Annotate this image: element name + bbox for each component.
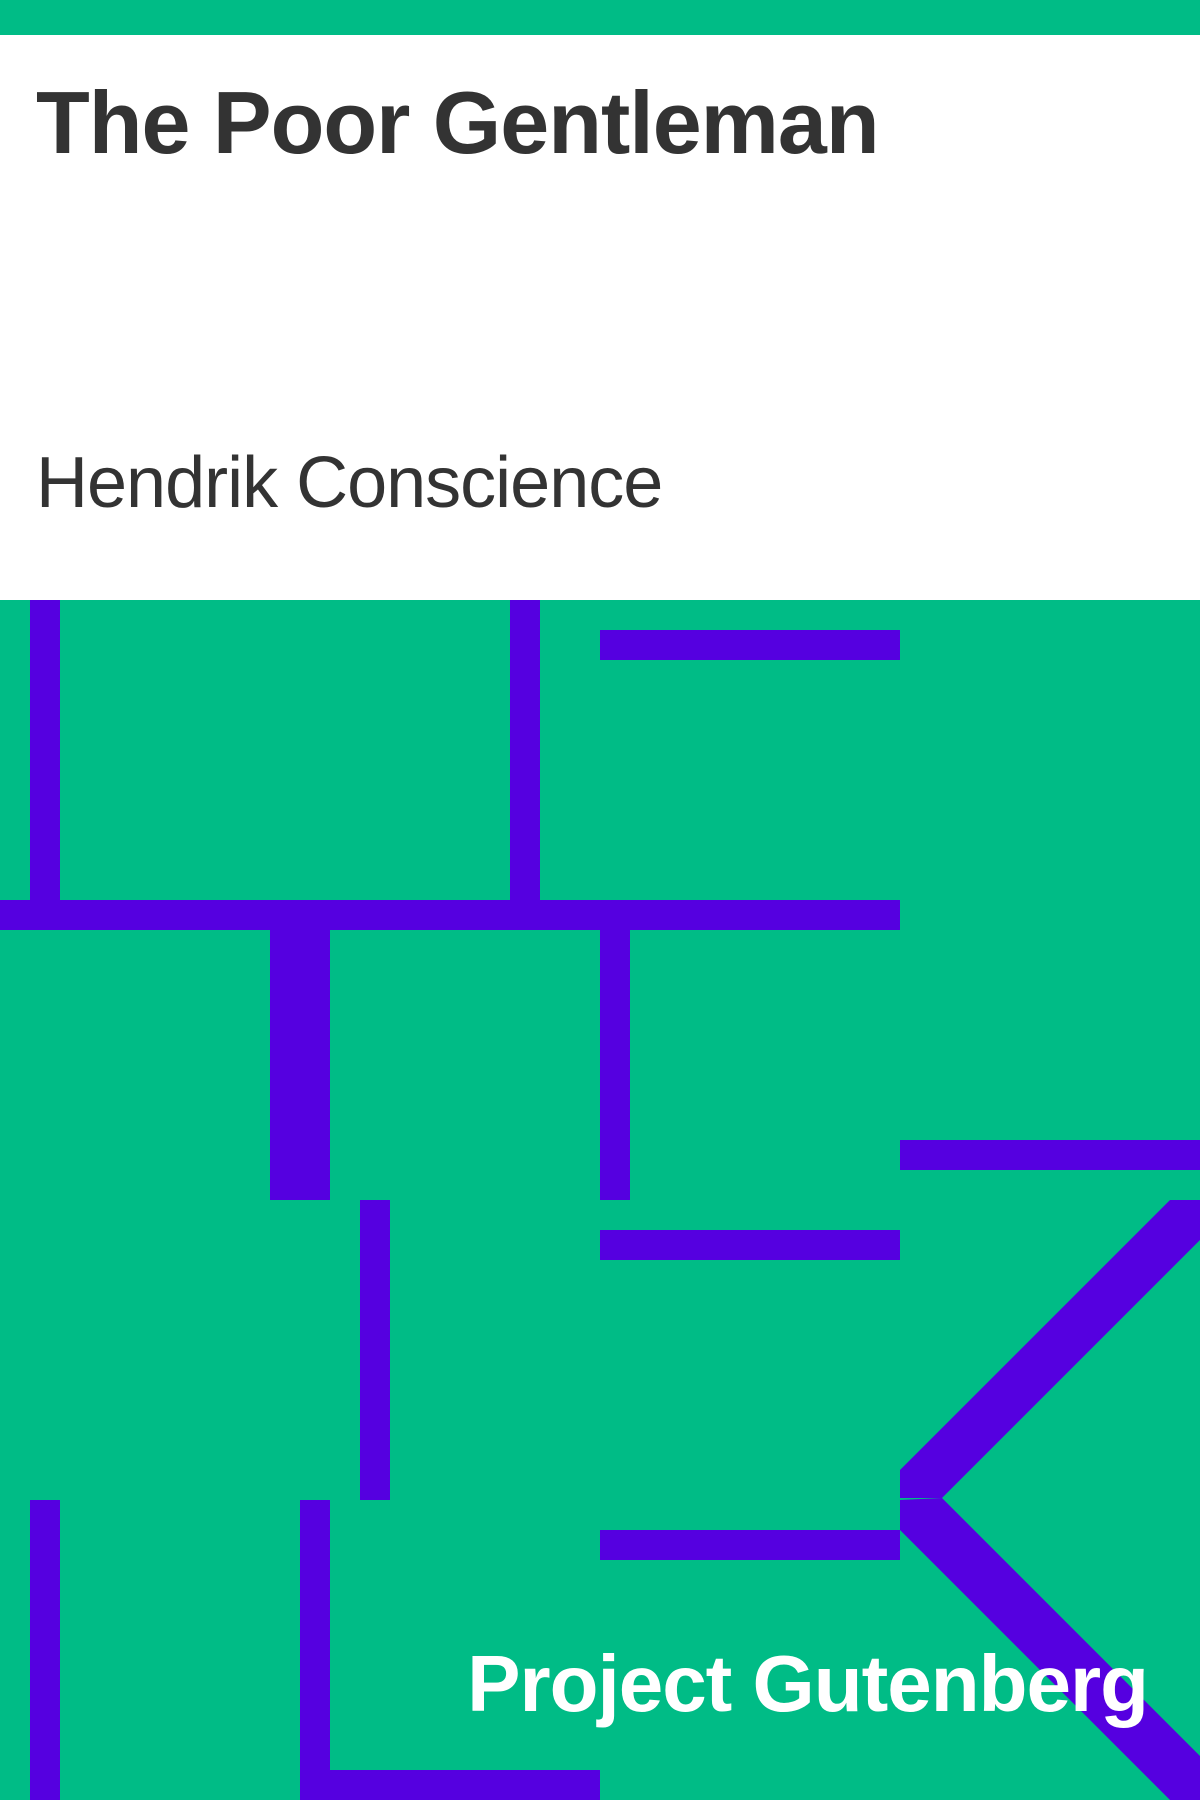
pattern-bar	[510, 600, 540, 900]
title-panel	[0, 35, 1200, 600]
book-title: The Poor Gentleman	[36, 73, 880, 172]
pattern-diagonal	[900, 1200, 1200, 1498]
pattern-bar	[300, 1770, 600, 1800]
pattern-bar	[360, 1200, 390, 1500]
pattern-area	[0, 600, 1200, 1800]
pattern-bar	[900, 1140, 1200, 1170]
pattern-bar	[600, 1530, 900, 1560]
pattern-bar	[30, 1500, 60, 1800]
pattern-bar	[600, 630, 900, 660]
publisher-name: Project Gutenberg	[467, 1639, 1149, 1728]
book-author: Hendrik Conscience	[36, 443, 663, 523]
pattern-bar	[600, 1230, 900, 1260]
pattern-bar	[270, 930, 330, 1200]
pattern-bar	[0, 900, 900, 930]
maze-pattern	[0, 600, 1200, 1800]
pattern-bar	[300, 1500, 330, 1800]
pattern-bar	[30, 600, 60, 900]
pattern-bar	[600, 930, 630, 1200]
top-color-band	[0, 0, 1200, 35]
pattern-diagonal	[900, 1498, 1200, 1800]
